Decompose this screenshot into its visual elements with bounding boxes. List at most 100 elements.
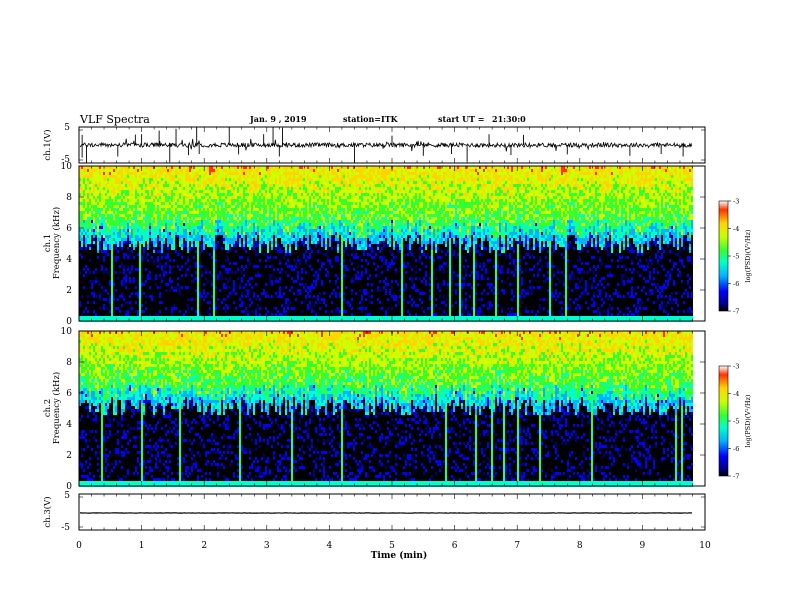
ch1-spectrogram-cell (167, 172, 169, 175)
ch1-spectrogram-cell (191, 280, 193, 283)
ch1-spectrogram-cell (153, 235, 155, 238)
ch1-spectrogram-cell (87, 241, 89, 244)
ch1-spectrogram-cell (155, 295, 157, 298)
ch1-spectrogram-cell (263, 208, 265, 211)
ch1-spectrogram-cell (209, 250, 211, 253)
ch1-spectrogram-cell (253, 283, 255, 286)
ch1-spectrogram-cell (177, 262, 179, 265)
ch1-spectrogram-cell (263, 313, 265, 316)
ch1-spectrogram-cell (143, 289, 145, 292)
ch1-spectrogram-cell (81, 220, 83, 223)
ch1-spectrogram-cell (123, 205, 125, 208)
ch1-spectrogram-cell (225, 250, 227, 253)
ch1-spectrogram-cell (225, 226, 227, 229)
ch1-spectrogram-cell (151, 307, 153, 310)
ch1-spectrogram-cell (159, 268, 161, 271)
ch1-spectrogram-cell (111, 307, 113, 310)
ch1-spectrogram-cell (251, 178, 253, 181)
ch1-spectrogram-cell (151, 169, 153, 172)
ch1-spectrogram-cell (217, 172, 219, 175)
ch1-spectrogram-cell (209, 235, 211, 238)
ch1-spectrogram-cell (261, 271, 263, 274)
ch1-spectrogram-cell (201, 232, 203, 235)
ch1-spectrogram-cell (219, 301, 221, 304)
ch1-spectrogram-cell (151, 250, 153, 253)
ch1-spectrogram-cell (217, 304, 219, 307)
ch1-spectrogram-cell (165, 220, 167, 223)
ch1-spectrogram-cell (231, 316, 233, 319)
ch1-spectrogram-cell (101, 241, 103, 244)
ch1-spectrogram-cell (259, 295, 261, 298)
ch1-spectrogram-cell (91, 292, 93, 295)
ch1-spectrogram-cell (231, 277, 233, 280)
ch1-spectrogram-cell (133, 250, 135, 253)
ch1-spectrogram-cell (191, 283, 193, 286)
ch1-spectrogram-cell (81, 241, 83, 244)
ch1-spectrogram-cell (83, 169, 85, 172)
ch1-spectrogram-cell (87, 256, 89, 259)
ch1-spectrogram-cell (143, 169, 145, 172)
ch1-spectrogram-cell (249, 181, 251, 184)
ch1-spectrogram-cell (263, 175, 265, 178)
ch1-spectrogram-cell (163, 226, 165, 229)
ch1-spectrogram-cell (233, 265, 235, 268)
ch1-spectrogram-cell (87, 283, 89, 286)
ch1-spectrogram-cell (191, 181, 193, 184)
ch1-spectrogram-cell (197, 241, 199, 244)
ch1-spectrogram-cell (221, 268, 223, 271)
ch1-spectrogram-cell (179, 277, 181, 280)
ch1-spectrogram-cell (237, 247, 239, 250)
ch1-spectrogram-cell (95, 259, 97, 262)
ch1-spectrogram-cell (121, 208, 123, 211)
ch1-spectrogram-cell (207, 226, 209, 229)
ch1-spectrogram-cell (253, 205, 255, 208)
ch1-spectrogram-cell (211, 247, 213, 250)
ch1-spectrogram-cell (183, 295, 185, 298)
ch1-spectrogram-cell (187, 259, 189, 262)
ch1-spectrogram-cell (119, 208, 121, 211)
ch1-spectrogram-cell (249, 175, 251, 178)
ch1-spectrogram-cell (117, 196, 119, 199)
ch1-spectrogram-cell (155, 265, 157, 268)
ch1-spectrogram-cell (159, 304, 161, 307)
ch1-spectrogram-cell (143, 208, 145, 211)
ch1-spectrogram-cell (117, 265, 119, 268)
ch1-spectrogram-cell (89, 238, 91, 241)
ch1-spectrogram-cell (141, 223, 143, 226)
ch1-spectrogram-cell (227, 295, 229, 298)
ch1-spectrogram-cell (217, 301, 219, 304)
ch1-spectrogram-cell (125, 283, 127, 286)
ch1-spectrogram-cell (101, 289, 103, 292)
ch1-spectrogram-cell (179, 280, 181, 283)
ch1-spectrogram-cell (125, 190, 127, 193)
ch1-spectrogram-cell (111, 247, 113, 250)
ch1-spectrogram-cell (195, 190, 197, 193)
ch1-spectrogram-cell (207, 283, 209, 286)
ch1-spectrogram-cell (97, 202, 99, 205)
ch1-spectrogram-cell (157, 304, 159, 307)
ch1-spectrogram-cell (83, 274, 85, 277)
ch1-spectrogram-cell (91, 214, 93, 217)
ch1-spectrogram-cell (95, 196, 97, 199)
ch1-spectrogram-cell (197, 178, 199, 181)
ch1-spectrogram-cell (193, 202, 195, 205)
ch1-spectrogram-cell (161, 190, 163, 193)
ch1-spectrogram-cell (225, 184, 227, 187)
ch1-spectrogram-cell (99, 244, 101, 247)
ch1-spectrogram-cell (191, 286, 193, 289)
ch1-spectrogram-cell (185, 274, 187, 277)
ch1-spectrogram-cell (169, 277, 171, 280)
ch1-spectrogram-cell (203, 202, 205, 205)
ch1-spectrogram-cell (239, 184, 241, 187)
ch1-spectrogram-cell (183, 202, 185, 205)
ch1-spectrogram-cell (161, 223, 163, 226)
ch1-spectrogram-cell (199, 172, 201, 175)
ch1-spectrogram-cell (173, 271, 175, 274)
ch1-spectrogram-cell (175, 274, 177, 277)
ch1-spectrogram-cell (203, 313, 205, 316)
ch1-spectrogram-cell (89, 280, 91, 283)
ch1-spectrogram-cell (213, 184, 215, 187)
ch1-spectrogram-cell (253, 193, 255, 196)
ch1-spectrogram-cell (197, 301, 199, 304)
ch1-spectrogram-cell (141, 232, 143, 235)
